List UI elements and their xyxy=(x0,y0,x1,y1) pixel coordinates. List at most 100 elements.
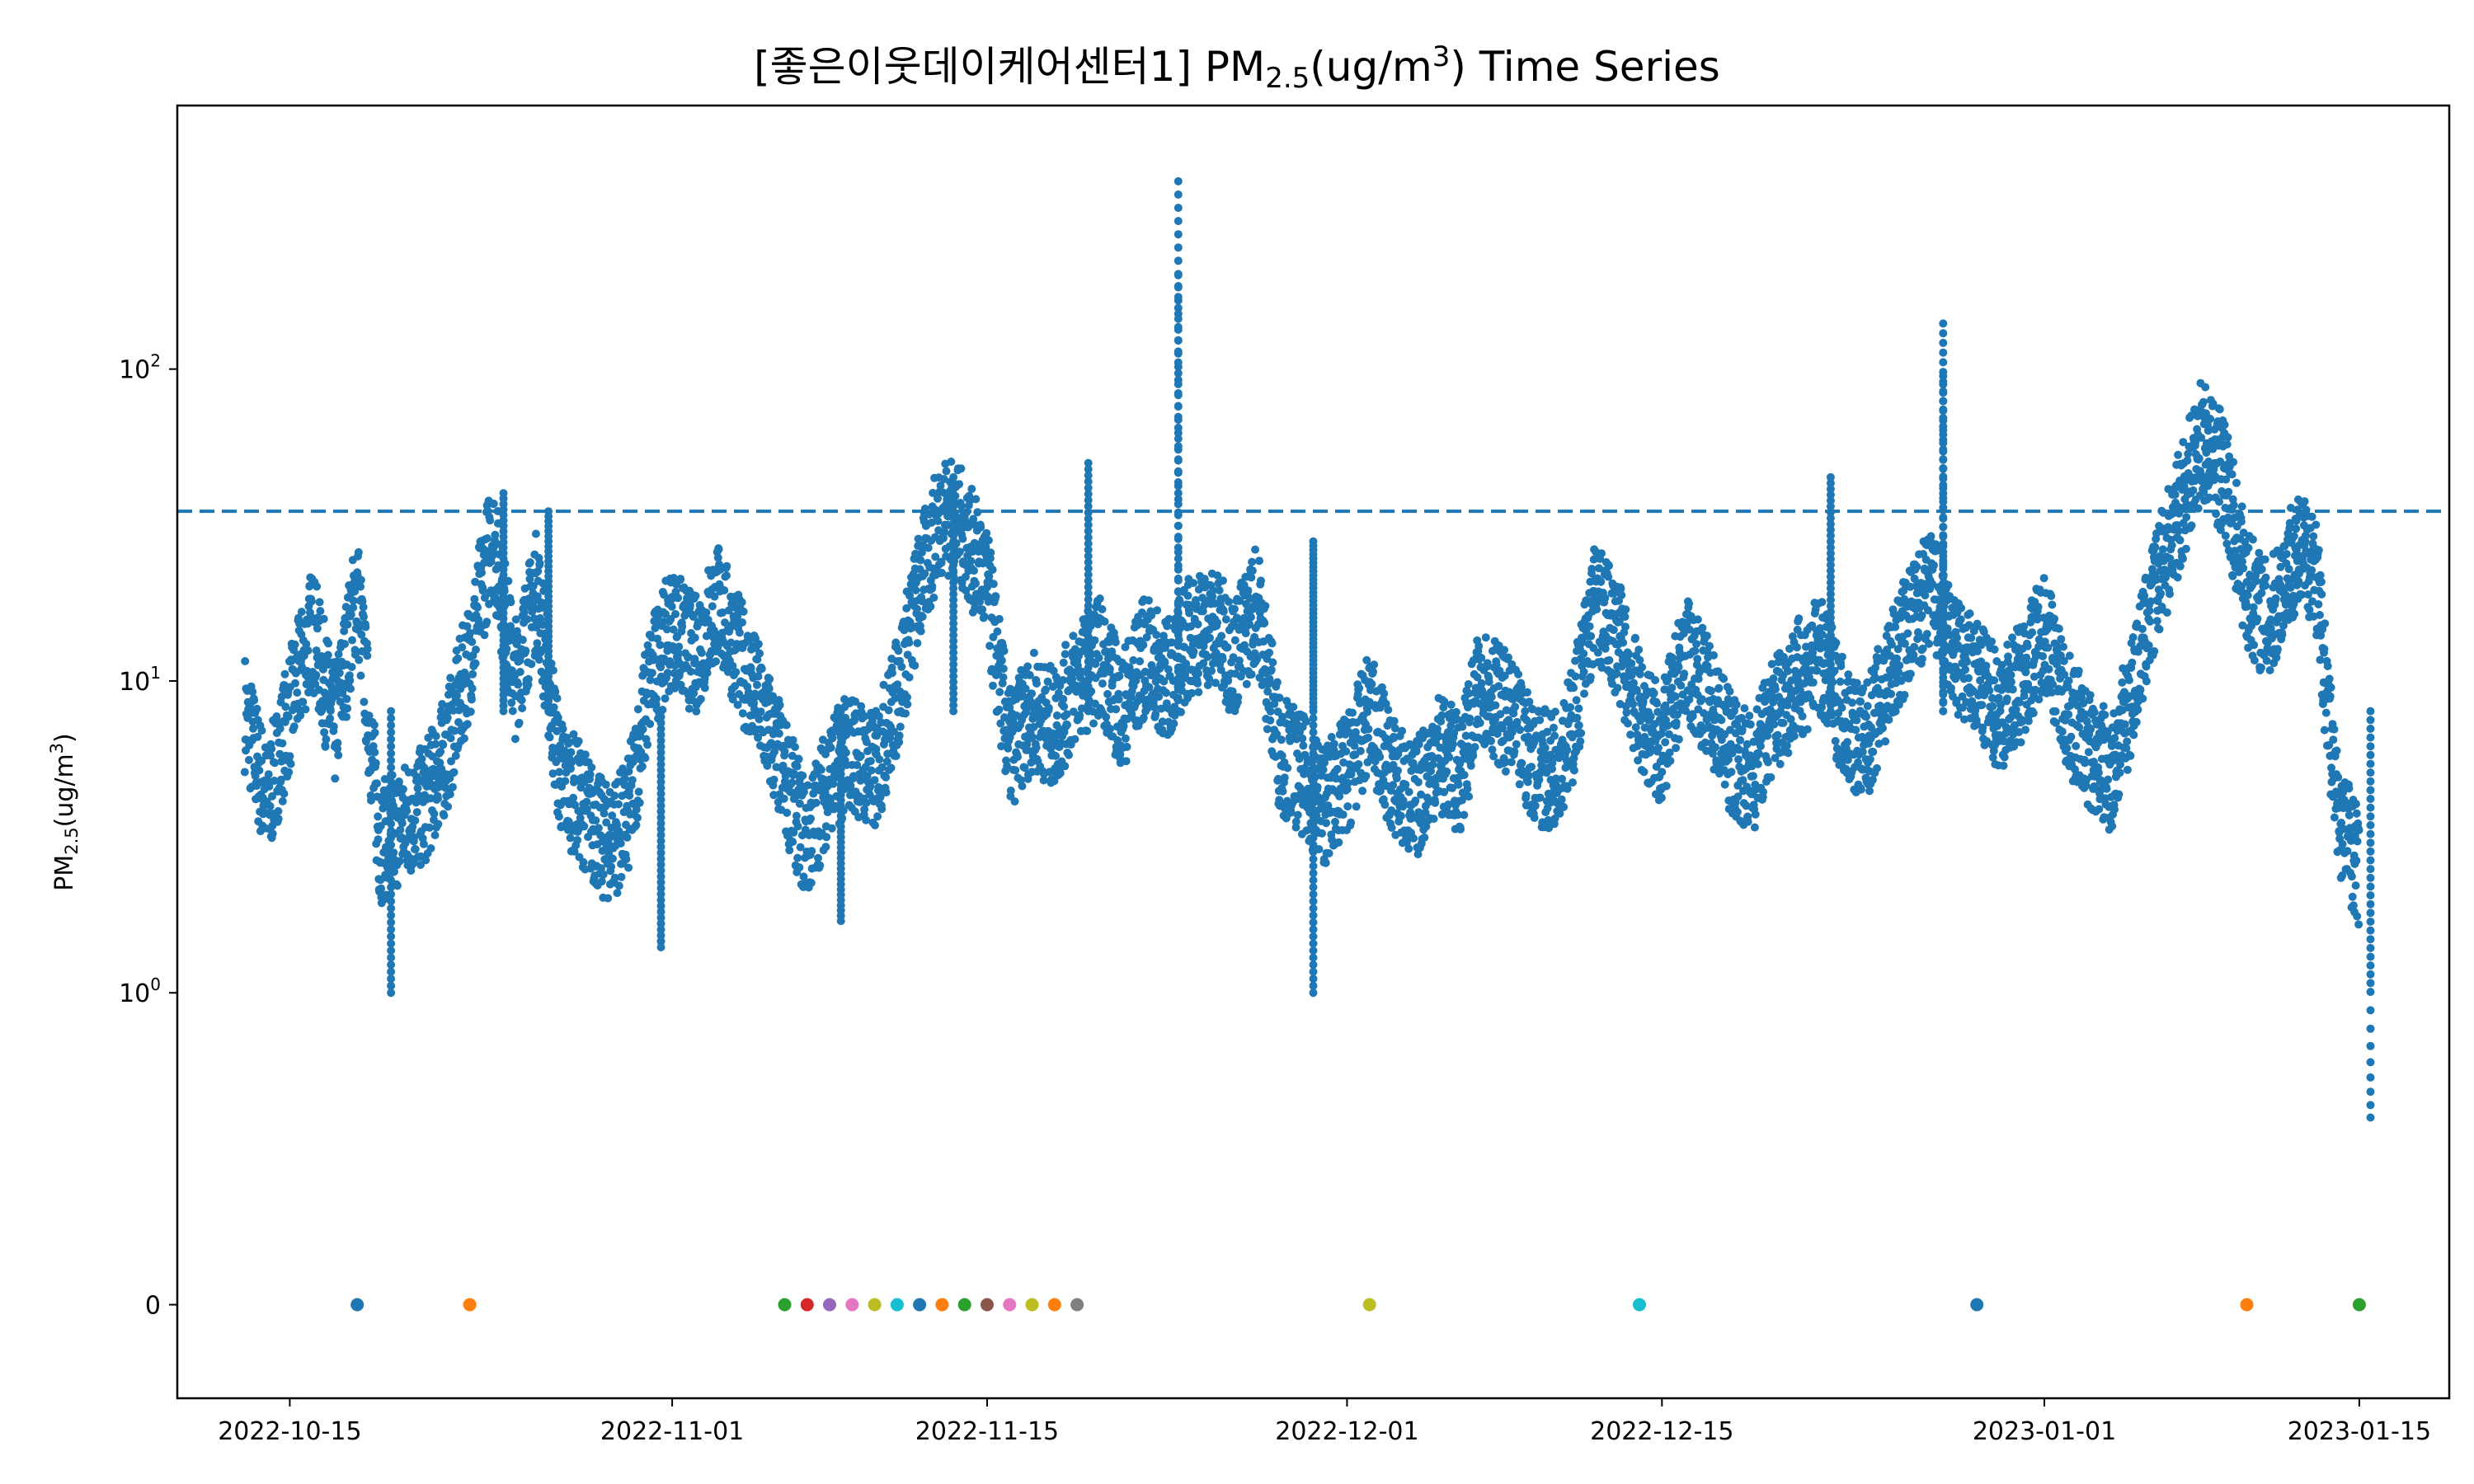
data-point-1802 xyxy=(820,775,828,784)
data-point-3026 xyxy=(1213,618,1221,627)
data-point-1534 xyxy=(733,701,742,709)
data-point-0 xyxy=(240,768,249,777)
data-point-4453 xyxy=(1672,744,1681,753)
data-point-4189 xyxy=(1587,632,1596,641)
data-point-2306 xyxy=(981,542,990,552)
data-point-2449 xyxy=(1028,689,1037,698)
data-point-4409 xyxy=(1657,793,1666,802)
data-point-277 xyxy=(329,722,338,731)
data-point-746 xyxy=(480,631,489,640)
data-point-1602 xyxy=(755,649,764,658)
data-point-3558 xyxy=(1384,706,1393,714)
data-point-1466 xyxy=(712,657,721,666)
chart-title: [좋은이웃데이케어센터1] PM2.5(ug/m3) Time Series xyxy=(754,40,1720,95)
data-point-660 xyxy=(453,691,461,700)
data-point-1111 xyxy=(597,877,606,886)
data-point-1165 xyxy=(614,881,623,890)
data-point-2088 xyxy=(911,586,920,594)
data-point-3637 xyxy=(1409,834,1418,843)
data-point-1140 xyxy=(607,862,616,871)
data-point-355 xyxy=(355,655,364,665)
data-point-1948 xyxy=(866,757,875,766)
data-point-1348 xyxy=(674,594,683,603)
data-point-4881 xyxy=(1808,678,1818,687)
data-point-4284 xyxy=(1617,590,1626,599)
data-point-197 xyxy=(303,646,313,655)
data-point-642 xyxy=(447,757,455,766)
data-point-617 xyxy=(439,740,448,749)
data-point-381 xyxy=(363,651,372,660)
data-point-1194 xyxy=(624,863,633,872)
data-point-620 xyxy=(440,811,449,820)
data-point-842 xyxy=(510,735,520,744)
data-point-631 xyxy=(443,713,452,722)
data-point-2342 xyxy=(993,627,1002,636)
data-point-693 xyxy=(463,720,472,729)
data-point-4375 xyxy=(1646,712,1655,721)
data-point-3740 xyxy=(1442,767,1451,776)
data-point-3058 xyxy=(1223,643,1232,652)
data-point-4315 xyxy=(1627,659,1636,668)
data-point-2839 xyxy=(1153,606,1162,615)
data-point-1316 xyxy=(663,669,672,678)
data-point-1810 xyxy=(822,833,831,842)
data-point-2492 xyxy=(1041,685,1050,694)
data-point-1928 xyxy=(860,805,869,814)
data-point-579 xyxy=(426,844,435,852)
data-point-2680 xyxy=(1102,712,1111,721)
data-point-3062 xyxy=(1225,597,1233,606)
data-point-4520 xyxy=(1693,655,1702,664)
data-point-334 xyxy=(348,636,356,645)
data-point-38 xyxy=(252,704,261,713)
data-point-663 xyxy=(454,654,463,663)
data-point-1633 xyxy=(765,674,774,683)
data-point-724 xyxy=(473,603,482,612)
data-point-4606 xyxy=(1720,780,1729,789)
data-point-1226 xyxy=(634,787,643,796)
data-point-3356 xyxy=(1319,765,1328,774)
data-point-1237 xyxy=(637,762,647,771)
data-point-4233 xyxy=(1601,594,1610,603)
data-point-2295 xyxy=(978,605,987,614)
data-point-1432 xyxy=(700,683,709,693)
data-point-404 xyxy=(370,748,379,757)
data-point-484 xyxy=(396,825,405,834)
data-point-715 xyxy=(470,594,479,603)
data-point-3652 xyxy=(1413,777,1423,787)
data-point-2464 xyxy=(1032,679,1041,688)
data-point-949 xyxy=(545,733,554,742)
data-point-4420 xyxy=(1661,738,1670,747)
data-point-1721 xyxy=(793,822,802,831)
data-point-1065 xyxy=(582,805,591,814)
data-point-2967 xyxy=(1194,669,1202,678)
data-point-2641 xyxy=(1089,719,1098,728)
plot-layer xyxy=(177,176,2449,1312)
data-point-2262 xyxy=(967,485,976,493)
data-point-260 xyxy=(324,639,333,648)
data-point-3840 xyxy=(1475,641,1484,650)
data-point-1190 xyxy=(623,833,632,842)
data-point-1277 xyxy=(651,623,660,632)
data-point-1183 xyxy=(620,774,629,783)
data-point-4830 xyxy=(1793,643,1801,652)
data-point-2328 xyxy=(989,681,997,690)
data-point-371 xyxy=(360,697,369,707)
data-point-3872 xyxy=(1484,678,1493,686)
data-point-1703 xyxy=(788,778,797,787)
title-sub: 2.5 xyxy=(1265,62,1310,95)
data-point-2821 xyxy=(1147,611,1156,620)
data-point-4455 xyxy=(1672,718,1681,727)
data-point-2814 xyxy=(1145,683,1154,692)
data-point-4399 xyxy=(1654,744,1663,753)
data-point-1130 xyxy=(604,894,613,903)
data-point-2720 xyxy=(1114,695,1123,704)
data-point-403 xyxy=(369,721,379,730)
data-point-3805 xyxy=(1463,784,1472,793)
data-point-2034 xyxy=(894,646,903,655)
data-point-382 xyxy=(363,645,372,654)
data-point-4863 xyxy=(1803,725,1812,734)
data-point-1118 xyxy=(600,809,609,818)
data-point-1268 xyxy=(647,669,656,678)
data-point-1229 xyxy=(635,798,644,807)
